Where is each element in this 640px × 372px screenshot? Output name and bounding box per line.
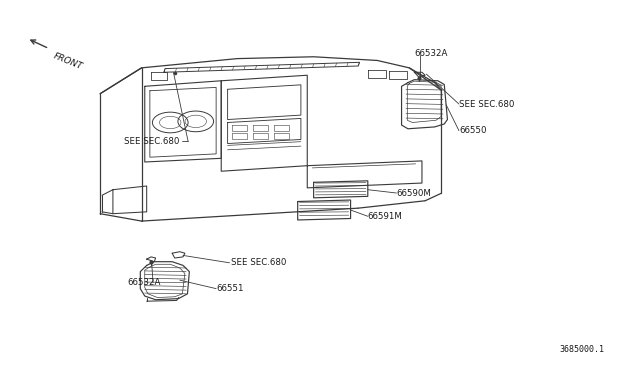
Text: 66532A: 66532A	[127, 278, 161, 287]
Text: SEE SEC.680: SEE SEC.680	[231, 258, 286, 267]
Text: 66532A: 66532A	[414, 49, 448, 58]
Text: 3685000.1: 3685000.1	[559, 345, 604, 354]
Text: 66551: 66551	[217, 284, 244, 293]
Text: 66591M: 66591M	[368, 212, 403, 221]
Text: SEE SEC.680: SEE SEC.680	[459, 100, 515, 109]
Text: SEE SEC.680: SEE SEC.680	[124, 137, 180, 146]
Text: FRONT: FRONT	[52, 51, 84, 71]
Text: 66590M: 66590M	[396, 189, 431, 198]
Text: 66550: 66550	[459, 126, 486, 135]
